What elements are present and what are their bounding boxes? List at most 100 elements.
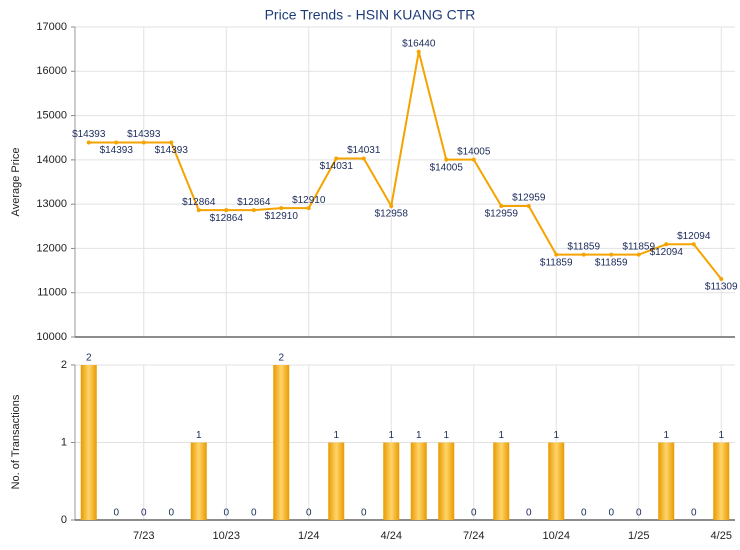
data-label: 0 [141, 508, 147, 519]
y-axis-label: No. of Transactions [10, 394, 22, 489]
data-label: 0 [306, 508, 312, 519]
bar [713, 442, 730, 520]
data-label: $12959 [512, 193, 546, 204]
data-label: $12910 [265, 211, 299, 222]
bar [190, 442, 207, 520]
data-label: 0 [526, 508, 532, 519]
bar [658, 442, 675, 520]
bar [548, 442, 565, 520]
data-label: $11859 [540, 257, 573, 268]
x-tick-label: 1/25 [628, 530, 649, 542]
data-label: 1 [718, 430, 724, 441]
point [141, 140, 146, 145]
data-label: $11859 [622, 241, 655, 252]
point [169, 140, 174, 145]
data-label: 0 [361, 508, 367, 519]
data-label: 0 [636, 508, 642, 519]
point [389, 204, 394, 209]
data-label: $14393 [127, 129, 161, 140]
bar [438, 442, 455, 520]
x-tick-label: 7/24 [463, 530, 484, 542]
point [251, 208, 256, 213]
line [88, 51, 723, 280]
data-label: $14031 [320, 161, 354, 172]
y-tick-label: 14000 [36, 154, 67, 166]
x-tick-label: 4/25 [711, 530, 732, 542]
data-label: 1 [443, 430, 449, 441]
data-label: $16440 [402, 38, 436, 49]
point [471, 157, 476, 162]
point [306, 206, 311, 211]
data-label: $12910 [292, 195, 326, 206]
bar [273, 365, 290, 520]
point [636, 252, 641, 257]
bar [383, 442, 400, 520]
data-label: $14031 [347, 145, 381, 156]
data-label: $14393 [72, 129, 106, 140]
data-label: 0 [471, 508, 477, 519]
bar [410, 442, 427, 520]
point [664, 242, 669, 247]
point [499, 203, 504, 208]
point [526, 203, 531, 208]
data-label: 0 [223, 508, 229, 519]
data-label: 2 [86, 353, 92, 364]
point [719, 277, 724, 282]
data-label: 0 [113, 508, 119, 519]
data-label: 0 [168, 508, 174, 519]
point [554, 252, 559, 257]
data-label: $12959 [485, 209, 519, 220]
x-tick-label: 10/23 [212, 530, 240, 542]
point [416, 49, 421, 54]
point [609, 252, 614, 257]
point [334, 156, 339, 161]
data-label: 0 [608, 508, 614, 519]
data-label: $12094 [677, 231, 711, 242]
chart-title: Price Trends - HSIN KUANG CTR [265, 7, 476, 23]
x-tick-label: 7/23 [133, 530, 154, 542]
data-label: $12864 [182, 197, 216, 208]
y-tick-label: 1 [61, 436, 67, 448]
data-label: $14005 [457, 146, 491, 157]
y-tick-label: 2 [61, 359, 67, 371]
bar [328, 442, 345, 520]
data-label: $11859 [567, 241, 600, 252]
point [581, 252, 586, 257]
data-label: 0 [581, 508, 587, 519]
y-tick-label: 16000 [36, 65, 67, 77]
data-label: $12094 [650, 247, 684, 258]
data-label: 2 [278, 353, 284, 364]
y-tick-label: 13000 [36, 198, 67, 210]
y-axis-label: Average Price [10, 148, 22, 217]
data-label: 1 [196, 430, 202, 441]
data-label: 1 [663, 430, 669, 441]
point [691, 242, 696, 247]
data-label: 1 [333, 430, 339, 441]
y-tick-label: 10000 [36, 331, 67, 343]
point [86, 140, 91, 145]
data-label: 1 [388, 430, 394, 441]
y-tick-label: 11000 [37, 287, 67, 299]
point [361, 156, 366, 161]
point [279, 206, 284, 211]
data-label: $14393 [100, 145, 134, 156]
data-label: 0 [691, 508, 697, 519]
x-tick-label: 10/24 [542, 530, 570, 542]
bar [493, 442, 510, 520]
data-label: $11859 [595, 257, 628, 268]
data-label: 1 [553, 430, 559, 441]
data-label: $11309 [705, 282, 738, 293]
data-label: 1 [498, 430, 504, 441]
data-label: $12864 [237, 197, 271, 208]
data-label: $14393 [155, 145, 189, 156]
y-tick-label: 15000 [36, 109, 67, 121]
bar [80, 365, 97, 520]
point [224, 208, 229, 213]
data-label: 1 [416, 430, 422, 441]
x-tick-label: 4/24 [381, 530, 402, 542]
point [444, 157, 449, 162]
x-tick-label: 1/24 [298, 530, 319, 542]
data-label: $12958 [375, 209, 409, 220]
point [196, 208, 201, 213]
